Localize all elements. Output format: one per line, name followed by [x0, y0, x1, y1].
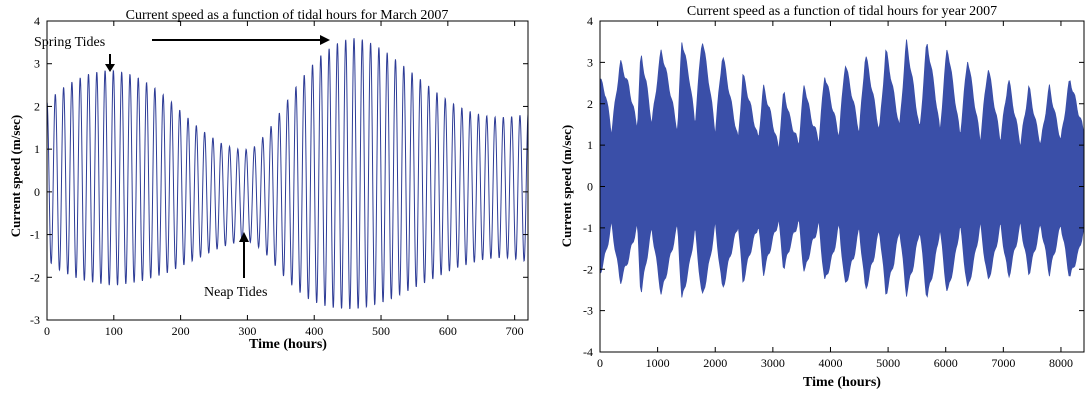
- year-2007-chart: Current speed as a function of tidal hou…: [559, 4, 1085, 390]
- x-tick-label: 0: [597, 356, 603, 370]
- y-tick-label: -2: [583, 262, 593, 276]
- x-tick-label: 3000: [761, 356, 785, 370]
- neap-tides-arrowhead: [239, 232, 249, 242]
- x-tick-label: 100: [105, 324, 123, 338]
- y-tick-label: 1: [587, 138, 593, 152]
- x-tick-label: 7000: [991, 356, 1015, 370]
- y-tick-label: 1: [34, 142, 40, 156]
- x-tick-label: 300: [238, 324, 256, 338]
- y-tick-label: 4: [587, 14, 593, 28]
- x-tick-label: 400: [305, 324, 323, 338]
- plot-area: 0 100 200 300 400 500 600 700 -3 -2 -1 0 1 2 3 4: [30, 14, 529, 338]
- annotations: Spring Tides Neap Tides: [34, 35, 330, 300]
- y-tick-label: -1: [583, 221, 593, 235]
- x-tick-label: 5000: [876, 356, 900, 370]
- chart-title: Current speed as a function of tidal hou…: [687, 4, 997, 19]
- plot-area: 0 1000 2000 3000 4000 5000 6000 7000 8000 -4 -3 -2 -…: [583, 14, 1085, 370]
- y-tick-label: 3: [587, 55, 593, 69]
- y-tick-label: 0: [34, 185, 40, 199]
- spring-tides-arrowhead-right: [320, 35, 330, 45]
- y-tick-label: 2: [34, 99, 40, 113]
- march-2007-chart: Current speed as a function of tidal hou…: [8, 8, 529, 352]
- y-tick-label: -3: [30, 313, 40, 327]
- y-axis-title: Current speed (m/sec): [559, 125, 574, 248]
- x-tick-label: 700: [506, 324, 524, 338]
- x-tick-label: 6000: [934, 356, 958, 370]
- neap-tides-label: Neap Tides: [204, 285, 267, 300]
- axes-frame: [46, 20, 529, 321]
- y-tick-label: -4: [583, 345, 593, 359]
- x-tick-label: 0: [44, 324, 50, 338]
- y-tick-label: 3: [34, 57, 40, 71]
- x-tick-label: 600: [439, 324, 457, 338]
- y-tick-label: 2: [587, 97, 593, 111]
- x-axis-title: Time (hours): [249, 337, 327, 352]
- y-tick-label: -3: [583, 304, 593, 318]
- x-tick-label: 200: [172, 324, 190, 338]
- y-tick-label: -1: [30, 228, 40, 242]
- x-tick-label: 1000: [646, 356, 670, 370]
- x-tick-label: 500: [372, 324, 390, 338]
- current-speed-series: [46, 38, 529, 310]
- x-axis-title: Time (hours): [803, 375, 881, 390]
- y-tick-label: -2: [30, 270, 40, 284]
- x-tick-label: 2000: [703, 356, 727, 370]
- y-axis-title: Current speed (m/sec): [8, 115, 23, 238]
- spring-tides-label: Spring Tides: [34, 35, 105, 50]
- y-tick-label: 0: [587, 180, 593, 194]
- x-tick-label: 8000: [1049, 356, 1073, 370]
- current-speed-series: [599, 39, 1085, 298]
- chart-title: Current speed as a function of tidal hou…: [126, 8, 449, 23]
- spring-tides-arrowhead-left: [105, 64, 115, 72]
- x-tick-label: 4000: [818, 356, 842, 370]
- y-tick-label: 4: [34, 14, 40, 28]
